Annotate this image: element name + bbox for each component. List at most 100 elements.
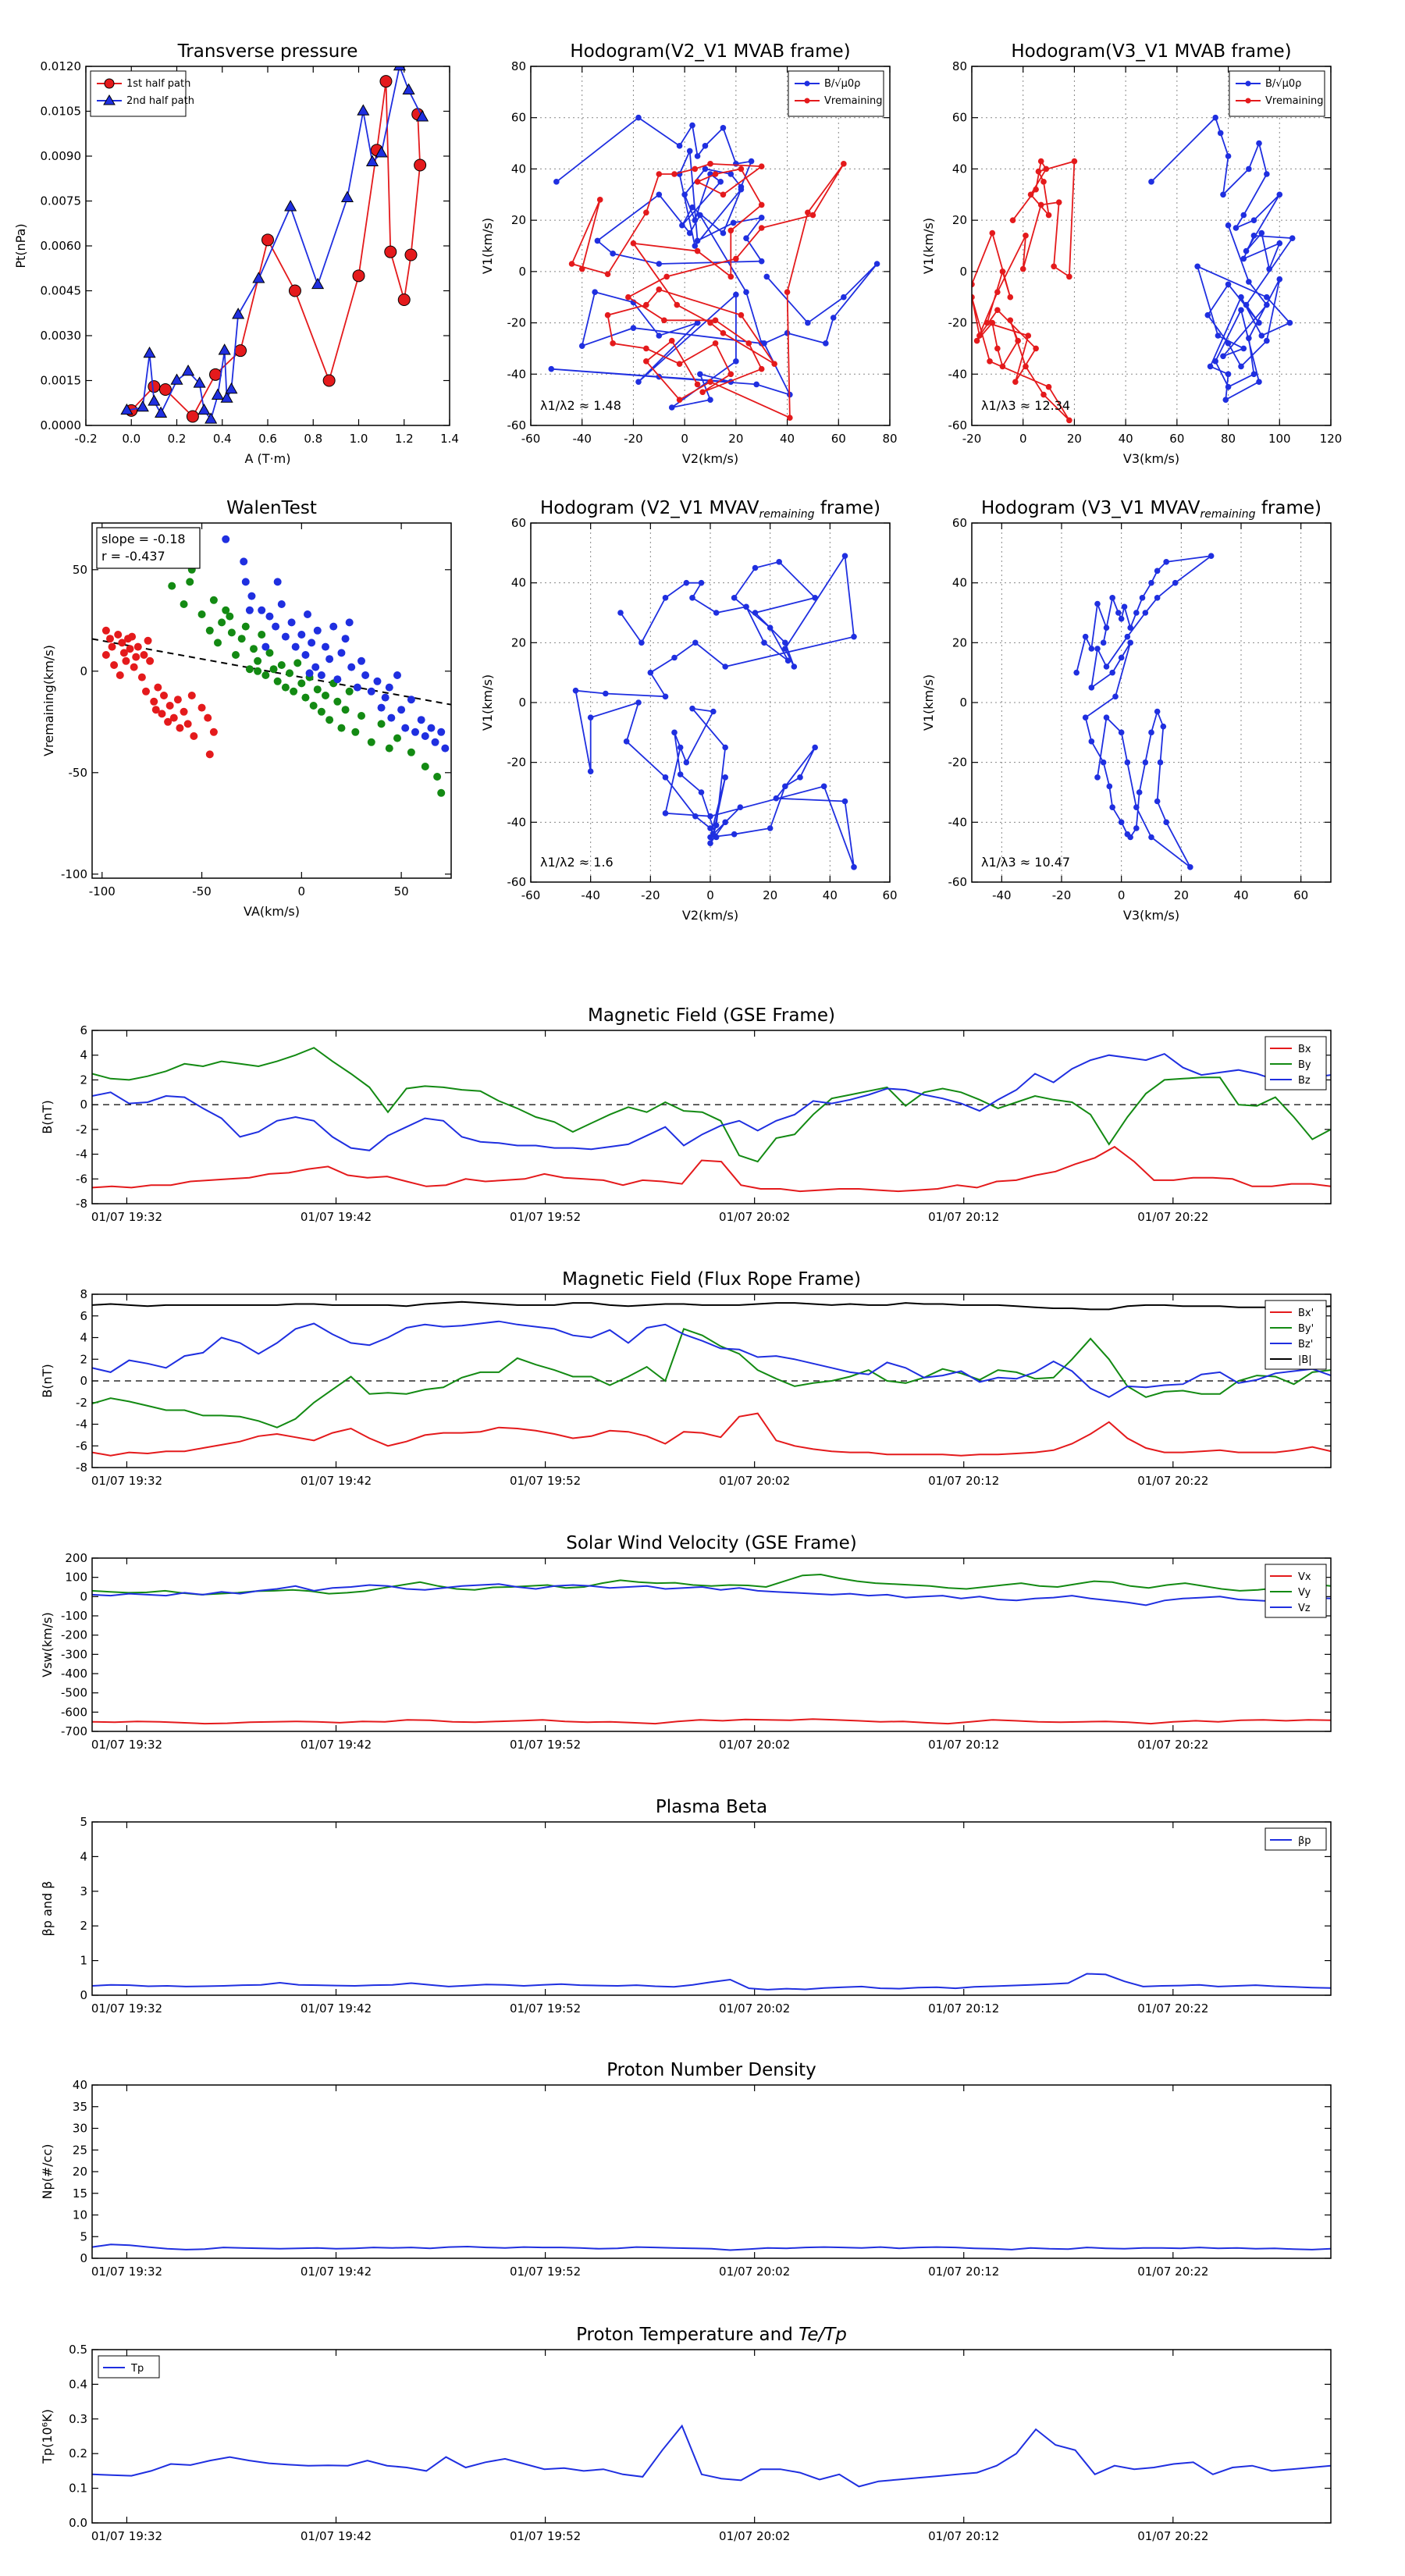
data-point [689,595,695,601]
x-tick-label: 01/07 19:52 [510,2529,581,2543]
data-point [662,810,669,817]
data-point [805,209,811,216]
y-axis-label: B(nT) [40,1364,55,1397]
data-point [758,163,765,169]
data-point [176,724,184,732]
legend-label: Vremaining [1265,95,1324,107]
data-point [393,66,406,71]
data-point [124,635,132,643]
legend-marker [1245,98,1251,104]
data-point [304,610,311,618]
y-axis-label: V1(km/s) [480,674,495,731]
data-point [784,657,791,664]
data-point [1163,559,1169,565]
series-2nd-half-path [120,66,429,424]
y-tick-label: 4 [80,1331,87,1345]
y-tick-label: 0.3 [69,2412,87,2426]
y-tick-label: 4 [80,1849,87,1863]
data-point [692,243,699,249]
data-point [168,582,176,590]
data-point [158,383,172,396]
data-point [1148,729,1154,736]
data-point [712,171,719,177]
x-tick-label: 40 [780,432,795,446]
y-tick-label: 0.1 [69,2482,87,2496]
data-point [205,626,214,635]
legend-label: 1st half path [126,78,190,90]
data-point [415,110,429,122]
data-point [603,690,609,697]
data-point [345,618,354,627]
data-point [209,368,222,381]
data-point [1258,333,1265,339]
legend: B/√μ0ρ Vremaining [788,70,884,117]
data-point [254,656,262,665]
data-point [433,773,442,781]
data-point [234,344,247,358]
x-tick-label: 0.4 [213,432,232,446]
data-point [1220,353,1226,360]
data-point [1094,774,1101,781]
y-tick-label: -20 [948,316,968,330]
data-point [301,651,310,659]
data-point [1103,664,1110,670]
data-point [245,606,254,614]
data-point [158,710,166,718]
data-point [352,269,365,283]
chart-beta: 01/07 19:32 01/07 19:42 01/07 19:52 01/07 2… [40,1797,1332,2016]
chart-title: WalenTest [226,498,317,518]
data-point [385,744,393,753]
data-point [761,340,767,347]
chart-vel: 01/07 19:32 01/07 19:42 01/07 19:52 01/07 2… [40,1533,1332,1752]
legend-marker [104,78,115,89]
y-tick-label: 60 [511,516,526,530]
data-point [340,190,354,202]
legend-label: Bz' [1298,1339,1313,1350]
plot-frame [91,1557,1332,1732]
plot-frame [971,66,1332,426]
data-point [120,403,133,415]
data-point [1266,265,1272,272]
data-point [226,612,234,621]
data-point [677,744,684,751]
data-point [776,559,782,565]
data-point [720,229,727,237]
y-axis-label: Pt(nPa) [13,223,28,268]
data-point [753,381,759,388]
data-point [384,245,397,258]
x-tick-label: -60 [521,432,541,446]
x-tick-label: 0 [1118,888,1126,902]
data-point [1103,714,1110,720]
x-tick-label: 100 [1268,432,1291,446]
y-axis-label: Tp(10⁶K) [40,2409,55,2464]
data-point [1225,281,1232,288]
data-point [325,655,334,664]
data-point [748,158,755,165]
data-point [1286,319,1293,326]
data-point [635,379,642,385]
data-point [999,363,1006,370]
y-tick-label: -40 [948,815,968,829]
x-tick-label: 01/07 19:42 [301,1474,372,1488]
series-0 [101,626,218,759]
x-tick-label: 01/07 19:42 [301,2265,372,2279]
data-point [758,365,765,372]
data-point [186,578,194,586]
data-point [594,237,601,244]
series-line [551,116,878,408]
data-point [277,661,286,669]
data-point [812,595,818,601]
data-point [987,358,993,365]
y-tick-label: 0 [80,1374,87,1388]
data-point [180,707,188,716]
y-tick-label: -40 [507,815,527,829]
data-point [1009,217,1016,223]
legend-label: By [1298,1059,1311,1071]
data-point [972,281,975,288]
data-point [743,603,749,610]
data-point [758,258,765,265]
data-point [702,165,709,173]
y-tick-label: 80 [952,59,967,73]
data-point [205,750,214,759]
data-point [717,179,724,185]
